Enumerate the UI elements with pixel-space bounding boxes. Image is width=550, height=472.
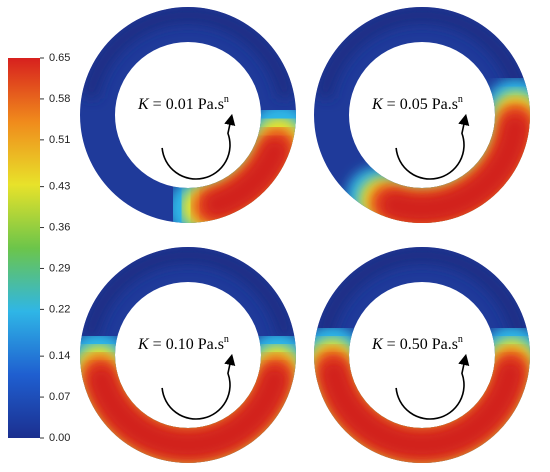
tick-label: 0.29	[49, 262, 70, 274]
tick-label: 0.22	[49, 303, 70, 315]
ring-panel: K = 0.01 Pa.sn	[80, 7, 296, 223]
ring-shade	[314, 246, 530, 340]
rotation-arrow	[395, 353, 470, 420]
label-text: = 0.01 Pa.s	[149, 96, 224, 113]
tick-label: 0.65	[49, 52, 70, 64]
label-text: = 0.05 Pa.s	[383, 96, 458, 113]
ring-shade	[80, 7, 296, 100]
tick-label: 0.51	[49, 134, 70, 146]
contour	[80, 7, 296, 223]
tick-label: 0.00	[49, 432, 70, 444]
label-superscript: n	[458, 94, 463, 105]
label-text: = 0.10 Pa.s	[149, 336, 224, 353]
rotation-arrow	[161, 353, 236, 420]
ring-panel: K = 0.10 Pa.sn	[80, 247, 296, 463]
tick-label: 0.14	[49, 350, 70, 362]
hot-zone	[202, 136, 290, 220]
tick-label: 0.43	[49, 181, 70, 193]
hot-zone	[86, 364, 290, 460]
label-variable: K	[137, 96, 150, 113]
rotation-arrow	[395, 113, 470, 180]
contour	[80, 247, 296, 463]
tick-label: 0.36	[49, 221, 70, 233]
colorbar-bar	[8, 58, 40, 438]
ring-panel: K = 0.50 Pa.sn	[314, 246, 530, 464]
tick-label: 0.07	[49, 391, 70, 403]
panel-label: K = 0.01 Pa.sn	[137, 94, 229, 113]
label-superscript: n	[458, 334, 463, 345]
label-variable: K	[137, 336, 150, 353]
hot-zone	[318, 358, 526, 460]
tick-label: 0.58	[49, 93, 70, 105]
label-variable: K	[371, 336, 384, 353]
colorbar: 0.65 0.58 0.51 0.43 0.36 0.29 0.22 0.14 0.07 0.00	[8, 52, 70, 444]
panel-label: K = 0.10 Pa.sn	[137, 334, 229, 353]
panels: K = 0.01 Pa.sn K = 0.05 Pa.snK = 0.10 Pa.…	[80, 6, 530, 464]
ring-shade	[80, 247, 296, 340]
panel-label: K = 0.05 Pa.sn	[371, 94, 463, 113]
label-text: = 0.50 Pa.s	[383, 336, 458, 353]
rotation-arrow	[161, 113, 236, 180]
ring-shade	[314, 6, 530, 100]
label-superscript: n	[224, 94, 229, 105]
contour	[314, 246, 530, 464]
hot-zone	[379, 113, 530, 224]
contour	[314, 6, 530, 224]
ring-panel: K = 0.05 Pa.sn	[314, 6, 530, 224]
label-superscript: n	[224, 334, 229, 345]
label-variable: K	[371, 96, 384, 113]
panel-label: K = 0.50 Pa.sn	[371, 334, 463, 353]
